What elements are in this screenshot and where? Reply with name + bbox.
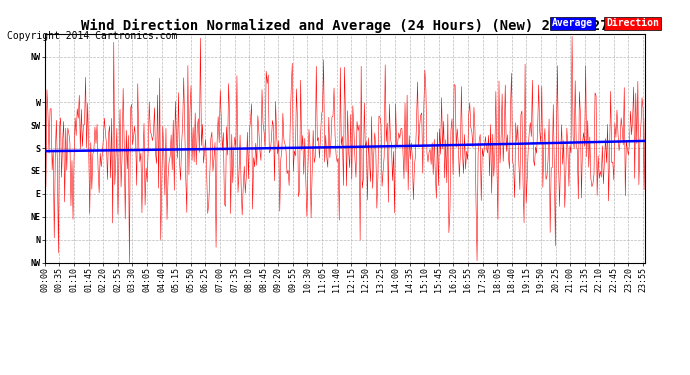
Text: Copyright 2014 Cartronics.com: Copyright 2014 Cartronics.com [0, 374, 1, 375]
Title: Wind Direction Normalized and Average (24 Hours) (New) 20141027: Wind Direction Normalized and Average (2… [81, 18, 609, 33]
Text: Average: Average [552, 18, 593, 28]
Text: Copyright 2014 Cartronics.com: Copyright 2014 Cartronics.com [7, 32, 177, 41]
Text: Direction: Direction [606, 18, 659, 28]
